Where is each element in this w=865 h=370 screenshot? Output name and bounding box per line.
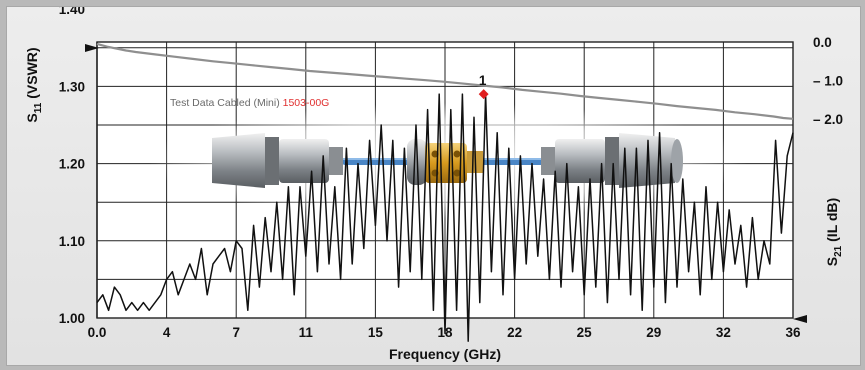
x-tick-label: 18 — [437, 325, 453, 340]
annotation-part-number: 1503-00G — [283, 97, 330, 109]
vswr-line — [96, 93, 794, 342]
x-tick-label: 32 — [716, 325, 731, 340]
right-tick-label: – 2.0 — [813, 112, 843, 127]
annotation-prefix: Test Data Cabled (Mini) — [170, 97, 283, 109]
right-tick-labels: 0.0 – 1.0 – 2.0 — [813, 35, 843, 127]
right-axis-arrow — [793, 315, 807, 323]
series-layer — [96, 42, 794, 342]
left-axis-title: S11 (VSWR) — [24, 47, 44, 122]
x-tick-label: 15 — [368, 325, 384, 340]
left-tick-label: 1.10 — [59, 234, 85, 249]
x-tick-label: 4 — [163, 325, 171, 340]
x-tick-label: 29 — [646, 325, 661, 340]
left-tick-label: 1.20 — [59, 157, 85, 172]
x-tick-label: 0.0 — [88, 325, 107, 340]
x-tick-labels: 0.0 4 7 11 15 18 22 25 29 32 36 — [88, 325, 801, 340]
insertion-loss-line — [96, 42, 794, 120]
x-tick-label: 36 — [785, 325, 801, 340]
left-tick-labels: 1.00 1.10 1.20 1.30 1.40 — [59, 7, 85, 326]
vswr-insertion-loss-chart: Test Data Cabled (Mini) 1503-00G 1 0.0 4 7… — [24, 7, 844, 362]
right-tick-label: 0.0 — [813, 35, 832, 50]
left-tick-label: 1.40 — [59, 7, 85, 17]
right-axis-title: S21 (IL dB) — [824, 198, 844, 266]
test-data-annotation: Test Data Cabled (Mini) 1503-00G — [170, 97, 329, 109]
left-tick-label: 1.30 — [59, 79, 85, 94]
x-tick-label: 22 — [507, 325, 522, 340]
x-axis-title: Frequency (GHz) — [389, 346, 501, 362]
chart-panel: Test Data Cabled (Mini) 1503-00G 1 0.0 4 7… — [6, 6, 861, 366]
marker-label: 1 — [479, 73, 487, 88]
right-tick-label: – 1.0 — [813, 74, 843, 89]
left-tick-label: 1.00 — [59, 311, 85, 326]
x-tick-label: 25 — [577, 325, 593, 340]
x-tick-label: 11 — [299, 325, 314, 340]
left-axis-arrow — [85, 44, 99, 52]
x-tick-label: 7 — [232, 325, 240, 340]
